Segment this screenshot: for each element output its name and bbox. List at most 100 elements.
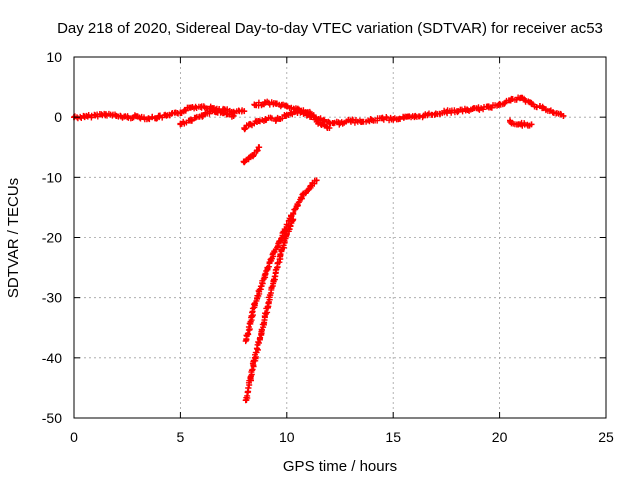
data-point — [249, 152, 256, 159]
data-point — [209, 108, 216, 115]
data-point — [262, 117, 269, 124]
data-point — [256, 288, 263, 295]
x-tick-label: 10 — [279, 429, 295, 445]
data-point — [326, 124, 333, 131]
data-point — [247, 121, 254, 128]
data-point — [528, 100, 535, 107]
data-point — [305, 111, 312, 118]
data-point — [549, 109, 556, 116]
data-point — [290, 216, 297, 223]
series-1 — [177, 107, 237, 128]
data-point — [496, 100, 503, 107]
data-point — [454, 108, 461, 115]
data-point — [271, 276, 278, 283]
data-point — [145, 115, 152, 122]
data-point — [275, 240, 282, 247]
x-tick-label: 5 — [177, 429, 185, 445]
x-tick-label: 25 — [598, 429, 614, 445]
data-point — [326, 119, 333, 126]
y-axis-label: SDTVAR / TECUs — [5, 178, 22, 298]
x-tick-label: 0 — [70, 429, 78, 445]
data-point — [560, 112, 567, 119]
data-point — [268, 115, 275, 122]
tick-layer — [73, 56, 607, 419]
data-point — [219, 109, 226, 116]
data-point — [251, 102, 258, 109]
data-point — [113, 112, 120, 119]
data-point — [258, 330, 265, 337]
x-tick-label: 20 — [492, 429, 508, 445]
data-point — [283, 111, 290, 118]
data-point — [241, 124, 248, 131]
y-tick-label: -20 — [42, 230, 62, 246]
data-point — [241, 108, 248, 115]
data-point — [241, 159, 248, 166]
data-point — [262, 99, 269, 106]
data-point — [166, 112, 173, 119]
data-point — [347, 117, 354, 124]
series-6 — [240, 144, 263, 166]
data-point — [300, 191, 307, 198]
data-point — [256, 144, 263, 151]
data-point — [198, 103, 205, 110]
data-layer — [71, 94, 567, 404]
data-point — [273, 116, 280, 123]
data-point — [177, 121, 184, 128]
data-point — [198, 112, 205, 119]
data-point — [368, 117, 375, 124]
data-point — [288, 213, 295, 220]
data-point — [358, 118, 365, 125]
series-0 — [71, 103, 248, 123]
data-point — [273, 100, 280, 107]
data-point — [243, 336, 250, 343]
data-point — [411, 114, 418, 121]
series-2 — [241, 114, 275, 133]
data-point — [422, 112, 429, 119]
data-point — [283, 231, 290, 238]
data-point — [254, 118, 261, 125]
data-point — [485, 104, 492, 111]
data-point — [102, 111, 109, 118]
data-point — [400, 114, 407, 121]
data-point — [124, 114, 131, 121]
data-point — [528, 121, 535, 128]
data-point — [379, 115, 386, 122]
data-point — [307, 183, 314, 190]
series-5 — [507, 117, 535, 129]
series-7 — [242, 177, 320, 345]
data-point — [251, 300, 258, 307]
data-point — [432, 110, 439, 117]
data-point — [156, 114, 163, 121]
x-tick-label: 15 — [385, 429, 401, 445]
chart-title: Day 218 of 2020, Sidereal Day-to-day VTE… — [57, 20, 603, 37]
data-point — [251, 354, 258, 361]
y-tick-label: 10 — [46, 49, 62, 65]
data-point — [254, 147, 261, 154]
data-point — [188, 104, 195, 111]
x-axis-label: GPS time / hours — [283, 458, 397, 475]
data-point — [464, 106, 471, 113]
data-point — [390, 115, 397, 122]
data-point — [507, 97, 514, 104]
data-point — [245, 156, 252, 163]
data-point — [315, 119, 322, 126]
data-point — [277, 252, 284, 259]
y-tick-label: -40 — [42, 350, 62, 366]
data-point — [81, 114, 88, 121]
data-point — [264, 303, 271, 310]
data-point — [92, 112, 99, 119]
data-point — [313, 177, 320, 184]
data-point — [243, 396, 250, 403]
data-point — [294, 201, 301, 208]
data-point — [247, 318, 254, 325]
data-point — [177, 109, 184, 116]
data-point — [443, 108, 450, 115]
data-point — [268, 255, 275, 262]
y-tick-label: -30 — [42, 290, 62, 306]
label-layer: 0 5 10 15 20 25 -50 -40 -30 -20 -10 0 10 — [42, 49, 614, 445]
data-point — [188, 117, 195, 124]
data-point — [517, 94, 524, 101]
